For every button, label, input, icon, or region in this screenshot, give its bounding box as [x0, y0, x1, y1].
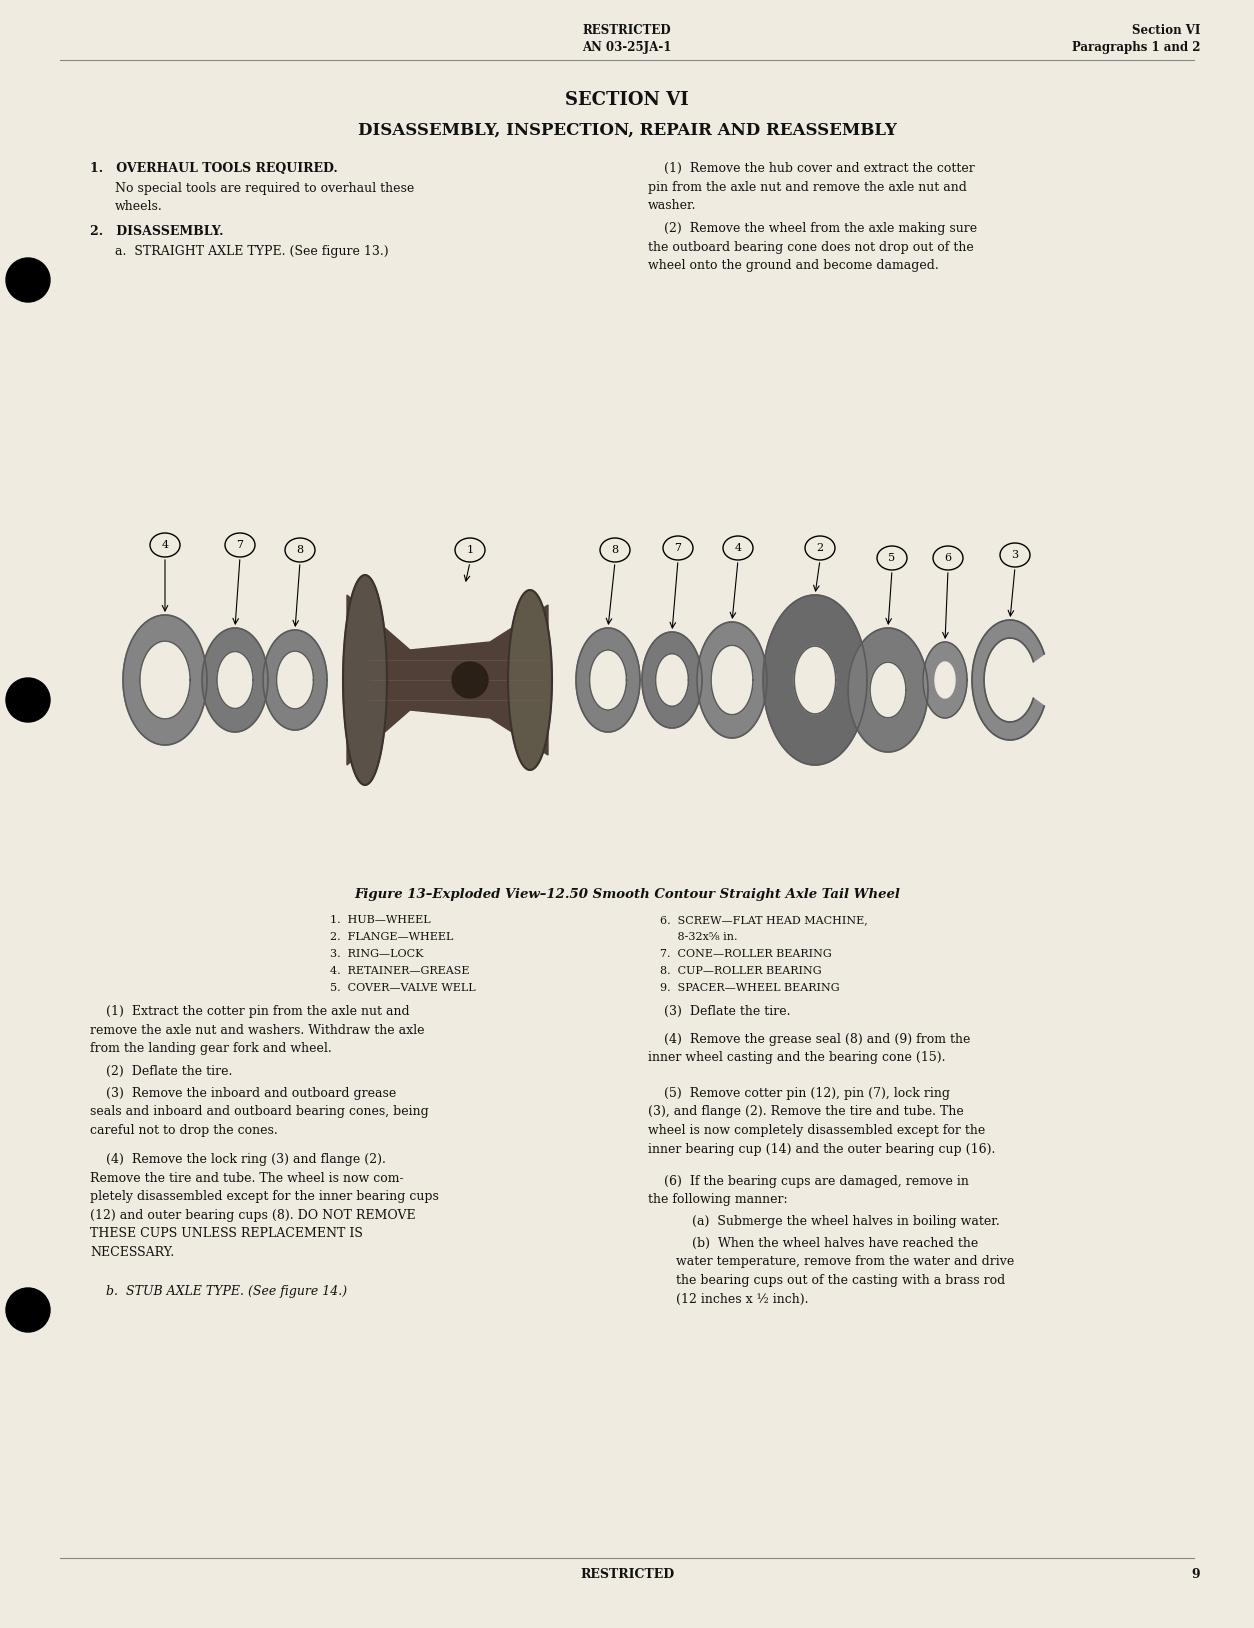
Text: 1.   OVERHAUL TOOLS REQUIRED.: 1. OVERHAUL TOOLS REQUIRED.	[90, 163, 337, 174]
Polygon shape	[202, 628, 268, 733]
Text: 7: 7	[237, 540, 243, 550]
Polygon shape	[762, 594, 867, 765]
Polygon shape	[589, 650, 627, 710]
Ellipse shape	[663, 536, 693, 560]
Text: 4: 4	[162, 540, 168, 550]
Polygon shape	[870, 663, 905, 718]
Polygon shape	[656, 653, 688, 707]
Ellipse shape	[724, 536, 752, 560]
Polygon shape	[697, 622, 767, 737]
Text: 4.  RETAINER—GREASE: 4. RETAINER—GREASE	[330, 965, 469, 977]
Text: (2)  Deflate the tire.: (2) Deflate the tire.	[90, 1065, 232, 1078]
Polygon shape	[576, 628, 640, 733]
Text: (3)  Remove the inboard and outboard grease
seals and inboard and outboard beari: (3) Remove the inboard and outboard grea…	[90, 1088, 429, 1136]
Text: No special tools are required to overhaul these
wheels.: No special tools are required to overhau…	[115, 182, 414, 213]
Polygon shape	[642, 632, 702, 728]
Text: (4)  Remove the grease seal (8) and (9) from the
inner wheel casting and the bea: (4) Remove the grease seal (8) and (9) f…	[648, 1034, 971, 1065]
Text: AN 03-25JA-1: AN 03-25JA-1	[582, 41, 672, 54]
Ellipse shape	[599, 537, 630, 562]
Text: 7: 7	[675, 544, 681, 554]
Text: 9: 9	[1191, 1568, 1200, 1581]
Polygon shape	[276, 651, 314, 710]
Text: (1)  Extract the cotter pin from the axle nut and
remove the axle nut and washer: (1) Extract the cotter pin from the axle…	[90, 1004, 425, 1055]
Text: DISASSEMBLY, INSPECTION, REPAIR AND REASSEMBLY: DISASSEMBLY, INSPECTION, REPAIR AND REAS…	[357, 122, 897, 138]
Polygon shape	[923, 641, 967, 718]
Text: b.  STUB AXLE TYPE. (See figure 14.): b. STUB AXLE TYPE. (See figure 14.)	[90, 1284, 347, 1298]
Circle shape	[6, 257, 50, 303]
Text: SECTION VI: SECTION VI	[566, 91, 688, 109]
Ellipse shape	[285, 537, 315, 562]
Text: 2.   DISASSEMBLY.: 2. DISASSEMBLY.	[90, 225, 223, 238]
Text: 8: 8	[612, 545, 618, 555]
Text: 8.  CUP—ROLLER BEARING: 8. CUP—ROLLER BEARING	[660, 965, 821, 977]
Text: 8: 8	[296, 545, 303, 555]
Ellipse shape	[877, 545, 907, 570]
Circle shape	[6, 1288, 50, 1332]
Text: (3)  Deflate the tire.: (3) Deflate the tire.	[648, 1004, 790, 1018]
Text: 5.  COVER—VALVE WELL: 5. COVER—VALVE WELL	[330, 983, 475, 993]
Text: (b)  When the wheel halves have reached the
water temperature, remove from the w: (b) When the wheel halves have reached t…	[676, 1237, 1014, 1306]
Text: Figure 13–Exploded View–12.50 Smooth Contour Straight Axle Tail Wheel: Figure 13–Exploded View–12.50 Smooth Con…	[354, 887, 900, 900]
Polygon shape	[217, 651, 253, 708]
Polygon shape	[347, 594, 548, 765]
Polygon shape	[794, 646, 836, 715]
Text: (5)  Remove cotter pin (12), pin (7), lock ring
(3), and flange (2). Remove the : (5) Remove cotter pin (12), pin (7), loc…	[648, 1088, 996, 1156]
Text: 3.  RING—LOCK: 3. RING—LOCK	[330, 949, 424, 959]
Text: (a)  Submerge the wheel halves in boiling water.: (a) Submerge the wheel halves in boiling…	[676, 1214, 999, 1228]
Text: 4: 4	[735, 544, 741, 554]
Ellipse shape	[150, 532, 181, 557]
Text: 7.  CONE—ROLLER BEARING: 7. CONE—ROLLER BEARING	[660, 949, 831, 959]
Ellipse shape	[224, 532, 255, 557]
Text: 6: 6	[944, 554, 952, 563]
Polygon shape	[711, 645, 752, 715]
Polygon shape	[935, 663, 956, 698]
Text: 5: 5	[888, 554, 895, 563]
Polygon shape	[344, 575, 387, 785]
Text: (4)  Remove the lock ring (3) and flange (2).
Remove the tire and tube. The whee: (4) Remove the lock ring (3) and flange …	[90, 1153, 439, 1258]
Text: (2)  Remove the wheel from the axle making sure
the outboard bearing cone does n: (2) Remove the wheel from the axle makin…	[648, 221, 977, 272]
Text: 3: 3	[1012, 550, 1018, 560]
Polygon shape	[263, 630, 327, 729]
Text: a.  STRAIGHT AXLE TYPE. (See figure 13.): a. STRAIGHT AXLE TYPE. (See figure 13.)	[115, 244, 389, 257]
Ellipse shape	[999, 544, 1030, 567]
Text: 1: 1	[466, 545, 474, 555]
Polygon shape	[123, 615, 207, 746]
Text: Paragraphs 1 and 2: Paragraphs 1 and 2	[1071, 41, 1200, 54]
Text: Section VI: Section VI	[1131, 23, 1200, 36]
Text: 2.  FLANGE—WHEEL: 2. FLANGE—WHEEL	[330, 931, 454, 943]
Polygon shape	[508, 589, 552, 770]
Circle shape	[451, 663, 488, 698]
Text: 1.  HUB—WHEEL: 1. HUB—WHEEL	[330, 915, 430, 925]
Text: (6)  If the bearing cups are damaged, remove in
the following manner:: (6) If the bearing cups are damaged, rem…	[648, 1175, 969, 1206]
Polygon shape	[139, 641, 191, 720]
Text: 8-32x⅝ in.: 8-32x⅝ in.	[660, 931, 737, 943]
Text: RESTRICTED: RESTRICTED	[579, 1568, 675, 1581]
Ellipse shape	[455, 537, 485, 562]
Text: RESTRICTED: RESTRICTED	[583, 23, 671, 36]
Text: (1)  Remove the hub cover and extract the cotter
pin from the axle nut and remov: (1) Remove the hub cover and extract the…	[648, 163, 974, 212]
Polygon shape	[972, 620, 1045, 741]
Text: 2: 2	[816, 544, 824, 554]
Ellipse shape	[805, 536, 835, 560]
Ellipse shape	[933, 545, 963, 570]
Text: 9.  SPACER—WHEEL BEARING: 9. SPACER—WHEEL BEARING	[660, 983, 840, 993]
Circle shape	[6, 677, 50, 721]
Polygon shape	[848, 628, 928, 752]
Text: 6.  SCREW—FLAT HEAD MACHINE,: 6. SCREW—FLAT HEAD MACHINE,	[660, 915, 868, 925]
